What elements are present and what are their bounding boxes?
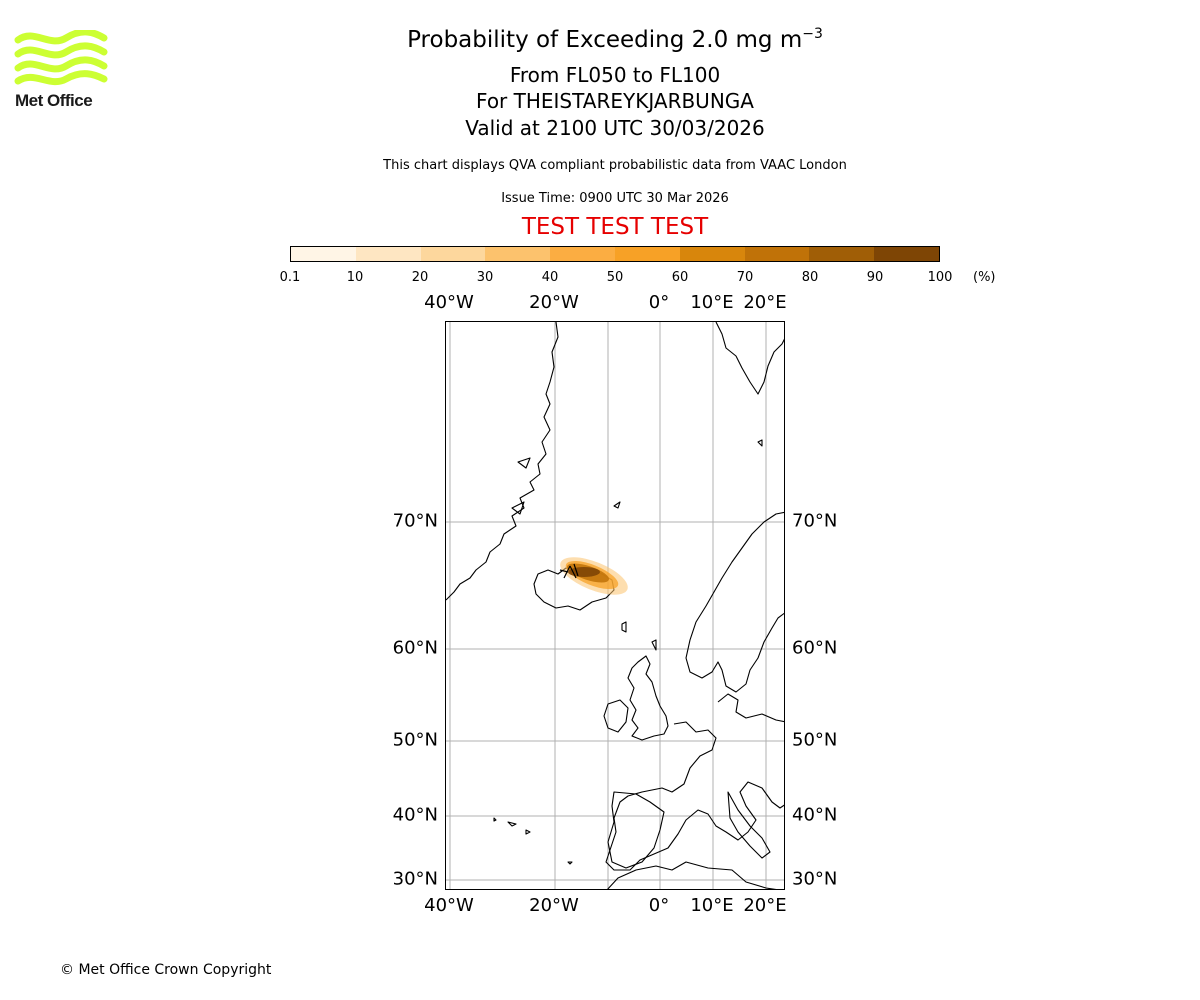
europe-coast [605,693,784,871]
scandinavia-coast [685,511,784,693]
colorbar-segment [809,247,875,261]
colorbar-tick-label: 70 [736,270,754,285]
valid-time: Valid at 2100 UTC 30/03/2026 [465,116,765,140]
chart-description: This chart displays QVA compliant probab… [383,158,847,173]
lat-label-right-50n: 50°N [792,729,838,751]
colorbar-segment [744,247,810,261]
colorbar-segment [874,247,939,261]
colorbar-tick-label: 10 [346,270,364,285]
colorbar-tick-label: 100 [927,270,953,285]
lat-label-right-40n: 40°N [792,804,838,826]
flight-levels: From FL050 to FL100 [509,63,721,87]
colorbar-segment [679,247,745,261]
lon-label-top-40w: 40°W [424,292,474,313]
lat-label-left-70n: 70°N [392,510,438,532]
colorbar-tick-label: 80 [801,270,819,285]
copyright-notice: © Met Office Crown Copyright [60,962,272,978]
colorbar-tick-label: 90 [866,270,884,285]
lat-label-left-40n: 40°N [392,804,438,826]
iberia-coast [607,791,665,869]
chart-title-unit-exponent: −3 [802,26,823,42]
colorbar-segment [614,247,680,261]
coastlines [446,322,784,889]
colorbar-tick-label: 20 [411,270,429,285]
colorbar-segment [420,247,486,261]
issue-time: Issue Time: 0900 UTC 30 Mar 2026 [501,191,729,206]
map-canvas [446,322,784,889]
britain-coast [627,655,669,741]
colorbar-segment [485,247,551,261]
lat-label-right-70n: 70°N [792,510,838,532]
met-office-waves-icon [14,28,108,86]
lon-label-bottom-40w: 40°W [424,895,474,916]
lat-label-right-30n: 30°N [792,868,838,890]
colorbar-segment [355,247,421,261]
colorbar-unit: (%) [973,270,996,285]
colorbar-tick-label: 30 [476,270,494,285]
map-panel [445,321,785,890]
lon-label-bottom-10e: 10°E [690,895,734,916]
colorbar-tick-label: 60 [671,270,689,285]
test-banner: TEST TEST TEST [521,214,709,240]
ireland-coast [603,699,629,733]
lat-label-right-60n: 60°N [792,637,838,659]
probability-colorbar [290,246,940,262]
met-office-logo: Met Office [14,28,110,112]
lon-label-bottom-0: 0° [648,895,670,916]
lon-label-top-10e: 10°E [690,292,734,313]
met-office-wordmark: Met Office [15,91,93,110]
lat-label-left-30n: 30°N [392,868,438,890]
ash-probability-plume [559,557,628,595]
colorbar-tick-label: 50 [606,270,624,285]
lon-label-top-0: 0° [648,292,670,313]
greenland-coast [446,322,559,601]
lon-label-top-20e: 20°E [743,292,787,313]
graticule [446,322,784,889]
lon-label-bottom-20e: 20°E [743,895,787,916]
lon-label-bottom-20w: 20°W [529,895,579,916]
lon-label-top-20w: 20°W [529,292,579,313]
lat-label-left-50n: 50°N [392,729,438,751]
chart-title-main: Probability of Exceeding 2.0 mg m [407,27,803,53]
chart-title: Probability of Exceeding 2.0 mg m−3 [300,26,930,53]
volcano-location: For THEISTAREYKJARBUNGA [476,89,754,113]
colorbar-segment [291,247,356,261]
colorbar-tick-label: 40 [541,270,559,285]
colorbar-tick-label: 0.1 [279,270,301,285]
lat-label-left-60n: 60°N [392,637,438,659]
colorbar-segment [550,247,615,261]
